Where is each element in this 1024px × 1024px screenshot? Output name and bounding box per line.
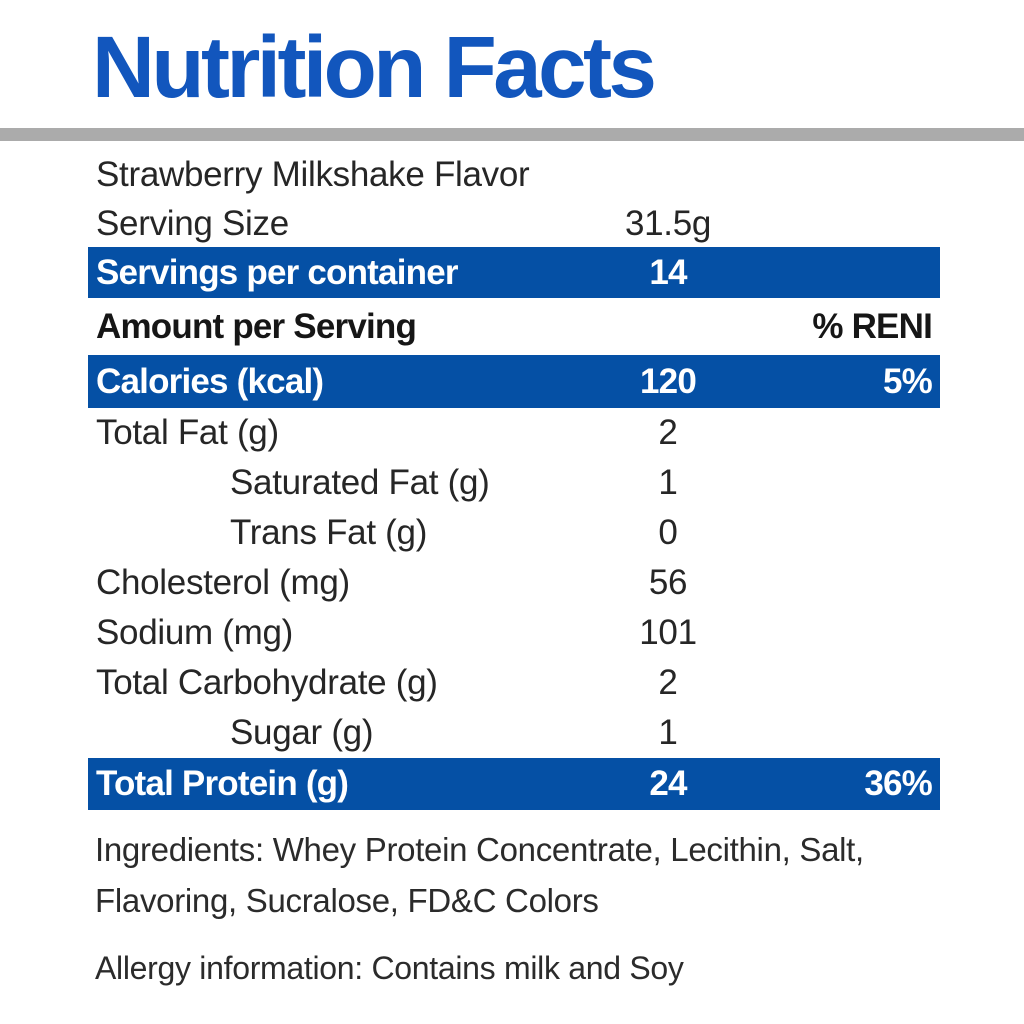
row-label: Total Carbohydrate (g)	[96, 663, 438, 702]
table-row-total-carbohydrate: Total Carbohydrate (g) 2	[88, 658, 940, 708]
table-row-amount-header: Amount per Serving % RENI	[88, 298, 940, 355]
nutrition-table: Strawberry Milkshake Flavor Serving Size…	[88, 150, 940, 810]
row-label: Cholesterol (mg)	[96, 563, 350, 602]
table-row-sugar: Sugar (g) 1	[88, 708, 940, 758]
table-row-calories: Calories (kcal) 120 5%	[88, 355, 940, 408]
row-label: Servings per container	[96, 252, 459, 292]
table-row-trans-fat: Trans Fat (g) 0	[88, 508, 940, 558]
page-title: Nutrition Facts	[92, 19, 657, 116]
row-value: 2	[658, 663, 678, 702]
row-label: Amount per Serving	[96, 306, 417, 346]
row-label: Total Protein (g)	[96, 764, 349, 803]
row-value: 1	[658, 463, 678, 502]
row-value: 1	[658, 713, 678, 752]
row-label: Calories (kcal)	[96, 361, 324, 401]
table-row-flavor: Strawberry Milkshake Flavor	[88, 150, 940, 200]
row-label: Strawberry Milkshake Flavor	[96, 155, 530, 194]
row-label: Trans Fat (g)	[230, 513, 428, 552]
row-value: 120	[640, 361, 697, 401]
table-row-sodium: Sodium (mg) 101	[88, 608, 940, 658]
row-value: 24	[649, 764, 687, 803]
table-row-cholesterol: Cholesterol (mg) 56	[88, 558, 940, 608]
row-value: 0	[658, 513, 678, 552]
ingredients-text: Ingredients: Whey Protein Concentrate, L…	[95, 831, 864, 920]
row-value: 31.5g	[624, 203, 712, 243]
row-percent: 5%	[883, 361, 933, 401]
table-row-saturated-fat: Saturated Fat (g) 1	[88, 458, 940, 508]
table-row-total-protein: Total Protein (g) 24 36%	[88, 758, 940, 810]
table-row-total-fat: Total Fat (g) 2	[88, 408, 940, 458]
row-label: Total Fat (g)	[96, 413, 279, 452]
row-value: 101	[639, 613, 697, 652]
row-label: Saturated Fat (g)	[230, 463, 490, 502]
row-label: Sugar (g)	[230, 713, 374, 752]
row-label: Serving Size	[96, 203, 289, 243]
row-value: 14	[649, 252, 687, 292]
row-value: 2	[658, 413, 678, 452]
allergy-text: Allergy information: Contains milk and S…	[95, 950, 684, 986]
table-row-servings-per-container: Servings per container 14	[88, 247, 940, 298]
row-percent: % RENI	[812, 306, 932, 346]
title-divider	[0, 128, 1024, 141]
row-label: Sodium (mg)	[96, 613, 294, 652]
table-row-serving-size: Serving Size 31.5g	[88, 200, 940, 247]
row-percent: 36%	[864, 764, 932, 803]
row-value: 56	[648, 563, 688, 602]
